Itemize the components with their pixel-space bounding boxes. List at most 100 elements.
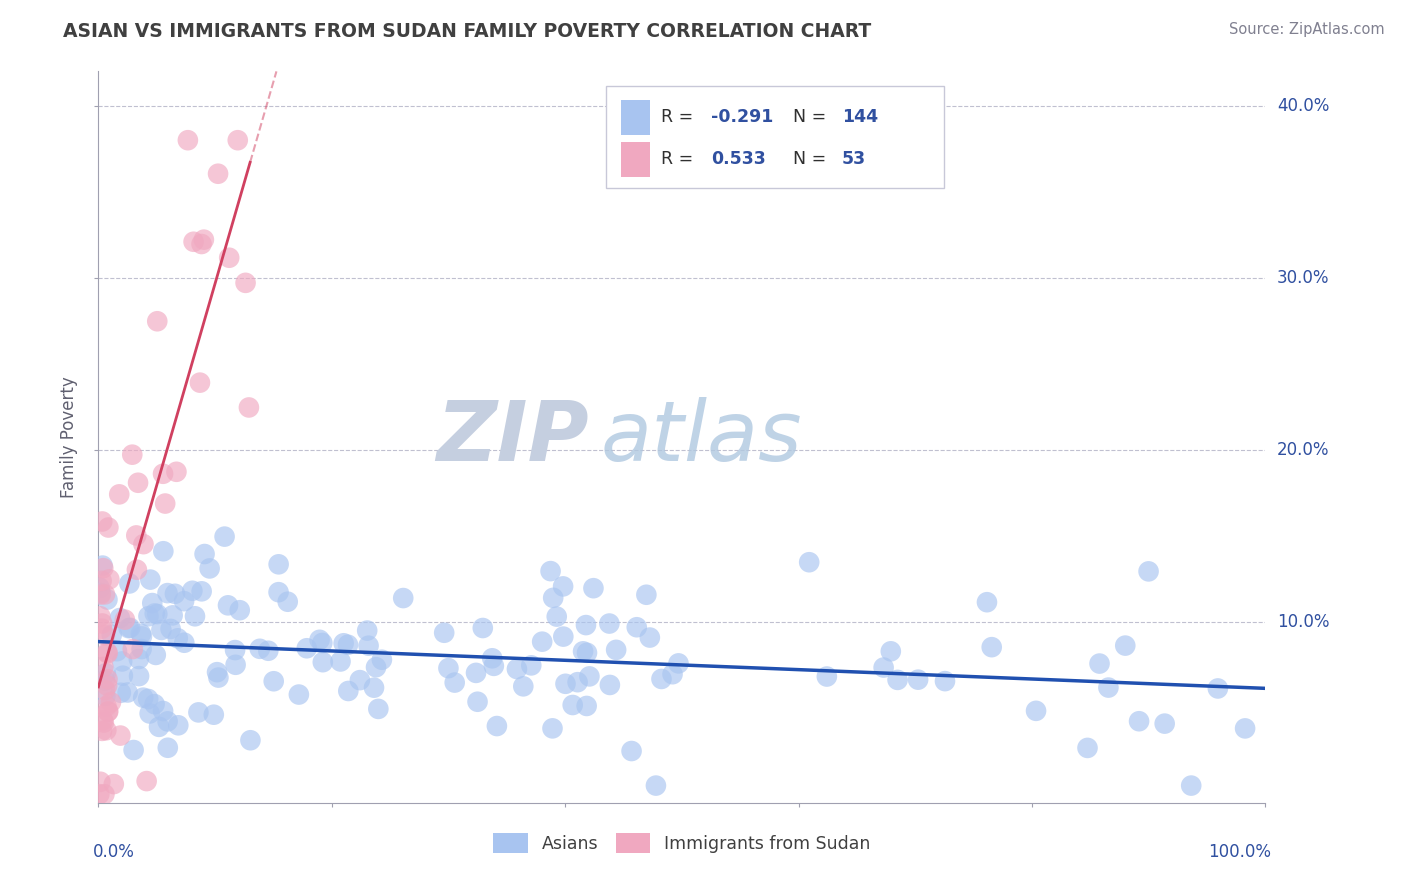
- Point: [880, 644, 903, 658]
- Point: [143, 607, 166, 621]
- Text: 100.0%: 100.0%: [1208, 843, 1271, 861]
- Point: [1097, 681, 1119, 695]
- Point: [97, 520, 120, 534]
- Point: [108, 611, 131, 625]
- Point: [198, 561, 221, 575]
- Point: [872, 660, 894, 674]
- Point: [465, 665, 488, 680]
- Text: 10.0%: 10.0%: [1277, 613, 1330, 632]
- Point: [94, 673, 117, 688]
- Point: [132, 690, 155, 705]
- Point: [135, 774, 157, 789]
- Point: [371, 653, 394, 667]
- Point: [93, 787, 115, 801]
- Point: [122, 743, 145, 757]
- Point: [94, 666, 117, 681]
- Point: [138, 706, 160, 721]
- Point: [482, 658, 505, 673]
- Point: [907, 673, 929, 687]
- Point: [239, 733, 262, 747]
- Point: [128, 669, 150, 683]
- Point: [572, 644, 595, 658]
- Point: [392, 591, 415, 605]
- Bar: [621, 142, 651, 177]
- Point: [152, 704, 174, 718]
- Bar: [621, 100, 651, 135]
- Text: ZIP: ZIP: [436, 397, 589, 477]
- Point: [121, 448, 143, 462]
- Point: [136, 692, 159, 706]
- Point: [163, 587, 186, 601]
- Point: [582, 581, 605, 595]
- Point: [467, 695, 489, 709]
- Point: [100, 628, 122, 642]
- Text: R =: R =: [661, 109, 699, 127]
- Point: [257, 644, 280, 658]
- Point: [145, 648, 167, 662]
- Point: [235, 276, 257, 290]
- Point: [288, 688, 311, 702]
- Point: [531, 634, 554, 648]
- Point: [638, 631, 661, 645]
- Text: 20.0%: 20.0%: [1277, 441, 1330, 459]
- Y-axis label: Family Poverty: Family Poverty: [60, 376, 79, 498]
- Point: [111, 669, 134, 683]
- Point: [97, 705, 120, 719]
- Point: [311, 636, 333, 650]
- Point: [90, 622, 112, 636]
- Point: [799, 555, 821, 569]
- Point: [356, 624, 378, 638]
- Point: [167, 718, 190, 732]
- Point: [308, 632, 330, 647]
- Point: [190, 584, 212, 599]
- Point: [520, 658, 543, 673]
- Point: [98, 572, 121, 586]
- Point: [128, 652, 150, 666]
- Text: Source: ZipAtlas.com: Source: ZipAtlas.com: [1229, 22, 1385, 37]
- Point: [173, 594, 195, 608]
- Point: [94, 683, 117, 698]
- Point: [540, 564, 562, 578]
- Point: [183, 235, 205, 249]
- Point: [512, 679, 534, 693]
- Text: N =: N =: [793, 109, 831, 127]
- Point: [177, 133, 200, 147]
- Point: [181, 583, 204, 598]
- Point: [567, 675, 589, 690]
- Point: [575, 618, 598, 632]
- Point: [121, 642, 143, 657]
- Text: 0.0%: 0.0%: [93, 843, 135, 861]
- Point: [541, 591, 564, 605]
- Point: [193, 233, 215, 247]
- Text: N =: N =: [793, 150, 831, 168]
- Point: [367, 702, 389, 716]
- Point: [207, 671, 229, 685]
- Point: [96, 679, 118, 693]
- Point: [218, 251, 240, 265]
- Point: [96, 723, 118, 738]
- Point: [103, 777, 125, 791]
- Point: [91, 515, 114, 529]
- Point: [91, 558, 114, 573]
- Point: [363, 681, 385, 695]
- Point: [166, 632, 188, 646]
- Point: [575, 698, 598, 713]
- Point: [578, 669, 600, 683]
- Point: [159, 622, 181, 636]
- Point: [129, 626, 152, 640]
- Text: R =: R =: [661, 150, 699, 168]
- Point: [90, 574, 112, 588]
- Legend: Asians, Immigrants from Sudan: Asians, Immigrants from Sudan: [486, 826, 877, 860]
- Point: [117, 621, 139, 635]
- Point: [295, 641, 318, 656]
- Point: [89, 609, 111, 624]
- Point: [143, 697, 166, 711]
- Text: 30.0%: 30.0%: [1277, 268, 1330, 287]
- Point: [554, 677, 576, 691]
- Point: [139, 573, 162, 587]
- Point: [437, 661, 460, 675]
- Point: [336, 638, 359, 652]
- Point: [152, 544, 174, 558]
- Text: atlas: atlas: [600, 397, 801, 477]
- Point: [91, 616, 114, 631]
